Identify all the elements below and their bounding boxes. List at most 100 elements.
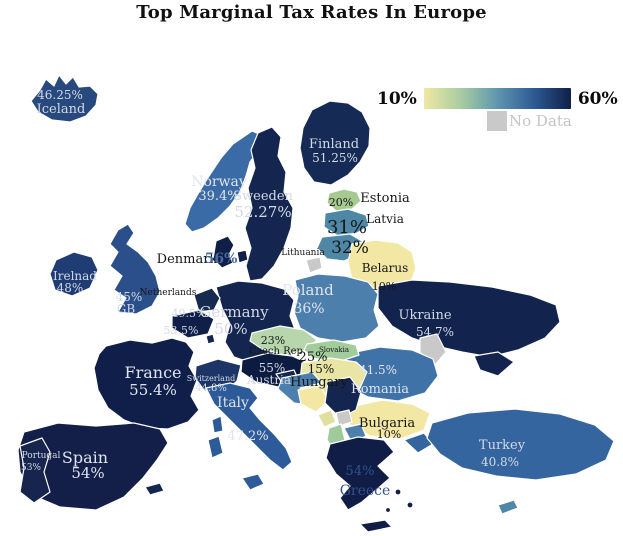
no-data-swatch [487,111,507,131]
label-poland-name: Poland [282,281,334,299]
label-sweden-name: Sweeden [233,189,293,204]
country-finland [299,100,371,186]
label-czech-value: 23% [261,334,285,347]
legend-no-data: No Data [487,111,572,131]
label-netherlands-name: Netherlands [140,288,197,298]
no-data-label: No Data [509,112,572,130]
country-serbia [324,376,362,419]
page-title: Top Marginal Tax Rates In Europe [136,2,487,23]
label-gb-value: 45% [116,290,143,304]
label-lithuania-value: 32% [331,238,369,258]
island-aegean-3 [384,506,392,514]
label-portugal-name: Portugal [22,451,61,461]
country-sweden [244,126,294,282]
no-data-region-kosovo [335,409,353,427]
label-switzerland-name: Switzerland [187,374,235,383]
label-estonia-name: Estonia [360,191,410,206]
island-aegean-1 [394,488,402,496]
label-gb-name: GB [117,302,136,316]
label-lithuania-name: Lithuania [281,248,325,258]
label-poland-value: 36% [293,301,324,317]
label-iceland-value: 46.25% [37,88,83,102]
label-france-value: 55.4% [129,381,177,399]
country-luxembourg [205,333,216,345]
country-ukraine-crimea [473,351,515,377]
legend-max-label: 60% [577,88,618,109]
label-bulgaria-value: 10% [377,428,401,441]
label-latvia-name: Latvia [366,212,404,226]
country-belgium [171,309,215,339]
country-denmark [212,235,235,269]
island-crete [359,519,393,533]
country-italy [205,382,293,471]
label-bulgaria-name: Bulgaria [359,416,416,431]
label-denmark-value: 56% [205,251,238,267]
island-cyprus [497,499,519,515]
label-spain-name: Spain [62,448,108,467]
label-iceland-name: Iceland [37,102,86,117]
legend-min-label: 10% [377,88,417,109]
country-montenegro [317,409,337,428]
label-portugal-value: 53% [21,463,41,473]
island-aegean-2 [406,501,414,509]
label-romania-value: 41.5% [359,363,397,377]
label-belarus-value: 10% [372,280,396,293]
label-ireland-name: Irelnad [53,269,97,283]
country-estonia [326,188,362,212]
label-latvia-value: 31% [327,217,367,238]
label-slovakia-value: 25% [299,350,328,365]
country-ireland [49,251,99,297]
label-norway-name: Norway [191,174,247,190]
island-corsica [211,415,224,434]
label-hungary-name: Hungary [290,375,348,390]
country-latvia [323,208,370,237]
label-germany-name: Germany [199,303,269,321]
island-sardinia [207,435,224,459]
label-turkey-name: Turkey [479,438,526,453]
label-ireland-value: 48% [57,281,84,295]
label-slovakia-name: Slovakia [319,346,349,354]
map-labels: 46.25% Iceland Norway 39.4% Sweeden 52.2… [21,88,526,499]
label-finland-value: 51.25% [312,151,358,165]
label-austria-name: Austria [246,373,291,387]
label-switzerland-value: 44.8% [195,383,227,394]
label-ukraine-value: 54.7% [416,325,454,339]
country-greece [325,436,395,511]
country-denmark-island [236,249,249,264]
label-belarus-name: Belarus [362,261,409,275]
label-finland-name: Finland [309,137,359,152]
legend: 10% 60% [377,88,618,109]
country-great-britain [109,223,161,315]
country-portugal [19,437,51,504]
label-czech-name: Czech Rep [249,346,303,357]
label-italy-value: 47.2% [227,429,268,444]
country-poland [293,273,380,343]
label-france-name: France [124,363,181,382]
island-sicily [241,473,265,491]
islands-balearic [144,482,165,496]
country-netherlands [193,287,221,313]
country-france [93,337,200,430]
label-norway-value: 39.4% [198,189,239,204]
label-spain-value: 54% [71,464,104,482]
country-turkey [426,408,615,481]
label-italy-name: Italy [217,395,249,411]
label-greece-value: 54% [346,464,375,479]
label-austria-value: 55% [259,361,286,375]
label-sweden-value: 52.27% [234,203,291,221]
label-germany-value: 50% [214,320,247,338]
label-estonia-value: 20% [329,196,353,209]
country-bosnia [297,385,330,413]
label-hungary-value: 15% [308,362,335,376]
label-denmark-name: Denmark [157,252,218,267]
label-belgium-value: 53.5% [164,324,199,337]
legend-gradient-bar [423,88,571,109]
label-ukraine-name: Ukraine [398,308,451,323]
country-slovakia [303,339,360,363]
label-netherlands-value: 49.5% [172,307,207,320]
country-iceland [30,74,99,123]
label-romania-name: Romania [351,382,409,397]
label-turkey-value: 40.8% [481,455,519,469]
